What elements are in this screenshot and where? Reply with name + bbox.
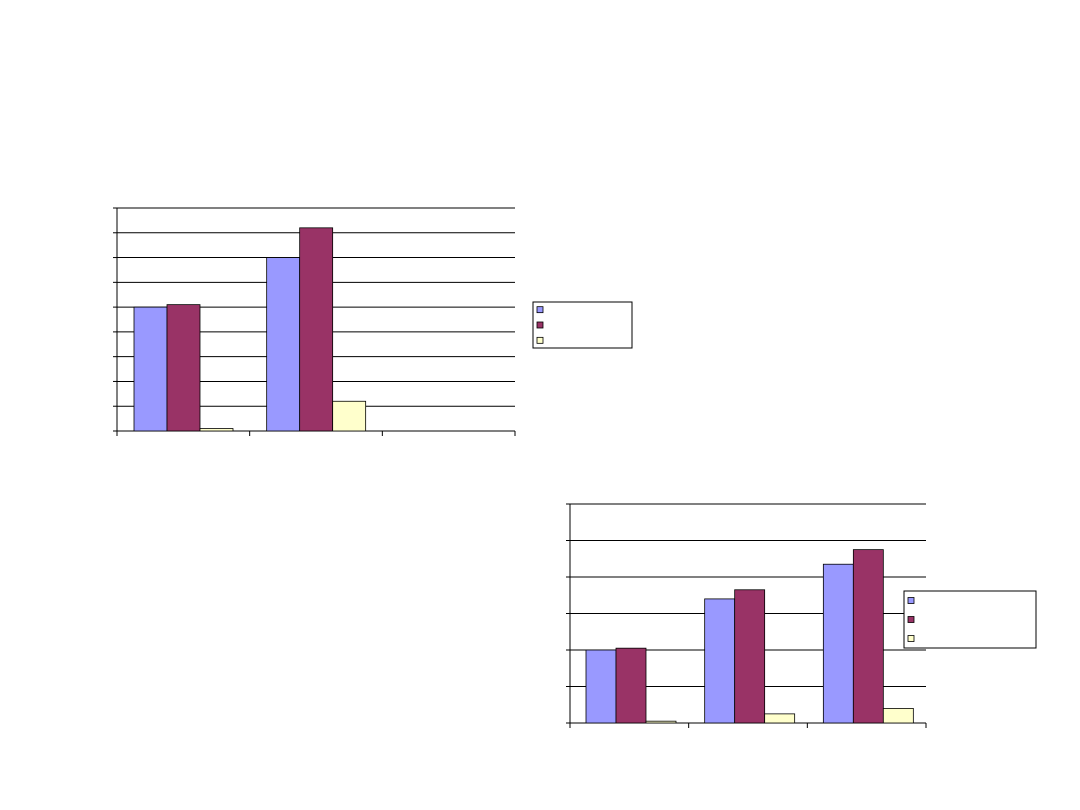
bar [852, 549, 884, 724]
bar [585, 649, 617, 724]
legend-swatch [536, 321, 544, 329]
bar [166, 304, 201, 432]
legend-swatch [536, 336, 544, 344]
bar [266, 257, 301, 432]
legend-swatch [907, 597, 915, 604]
bar [199, 428, 234, 432]
bar [734, 589, 766, 724]
bar [615, 647, 647, 724]
bar [645, 720, 677, 724]
legend-swatch [536, 306, 544, 314]
bar [133, 306, 168, 432]
bar [882, 708, 914, 724]
bar [332, 400, 367, 432]
legend-swatch [907, 616, 915, 623]
bar [822, 563, 854, 724]
legend-box [532, 301, 633, 349]
bar [299, 227, 334, 432]
bar [764, 713, 796, 724]
legend-swatch [907, 635, 915, 642]
legend-box [903, 590, 1037, 649]
bar [704, 598, 736, 724]
